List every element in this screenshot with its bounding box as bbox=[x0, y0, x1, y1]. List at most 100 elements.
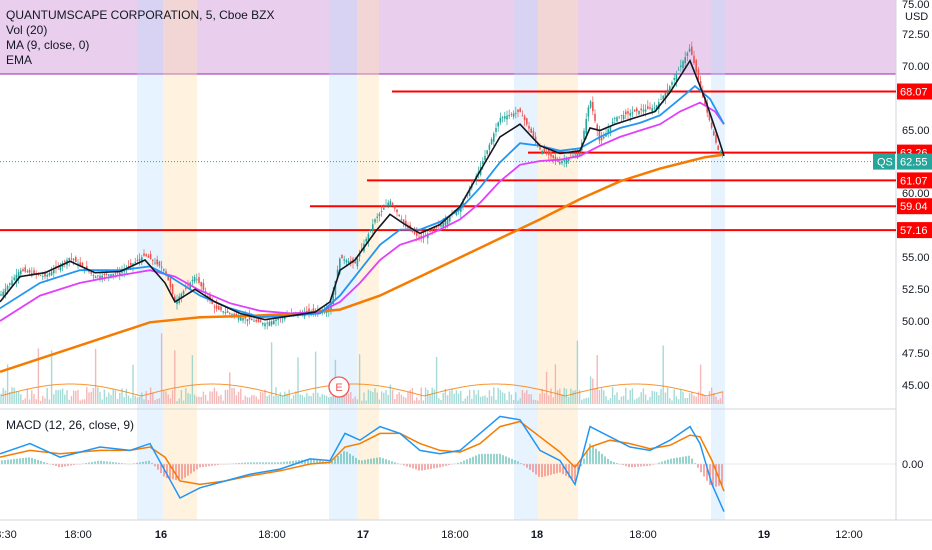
volume-bar bbox=[374, 388, 376, 404]
level-price-tag-label: 57.16 bbox=[900, 225, 928, 237]
macd-histogram-bar bbox=[151, 462, 153, 464]
volume-bar bbox=[339, 391, 341, 404]
volume-bar bbox=[193, 394, 196, 404]
volume-bar bbox=[284, 391, 286, 404]
indicator-ema[interactable]: EMA bbox=[6, 53, 33, 67]
macd-histogram-bar bbox=[460, 461, 462, 464]
macd-histogram-bar bbox=[514, 460, 516, 464]
macd-histogram-bar bbox=[364, 459, 366, 465]
candle-body bbox=[587, 107, 590, 117]
volume-bar bbox=[22, 399, 24, 404]
candle-body bbox=[257, 317, 260, 322]
macd-histogram-bar bbox=[271, 462, 273, 464]
volume-bar bbox=[418, 400, 420, 404]
macd-histogram-bar bbox=[634, 464, 636, 467]
chart-legend: QUANTUMSCAPE CORPORATION, 5, Cboe BZX Vo… bbox=[6, 8, 275, 68]
volume-bar bbox=[405, 397, 407, 404]
candle-body bbox=[259, 320, 262, 323]
volume-bar bbox=[497, 387, 499, 404]
candle-body bbox=[666, 89, 669, 95]
volume-bar bbox=[655, 391, 658, 404]
volume-bar bbox=[64, 394, 66, 404]
volume-bar bbox=[240, 388, 242, 404]
macd-legend[interactable]: MACD (12, 26, close, 9) bbox=[6, 418, 135, 432]
indicator-volume[interactable]: Vol (20) bbox=[6, 23, 48, 37]
volume-bar bbox=[592, 378, 594, 404]
candle-body bbox=[242, 318, 244, 321]
candle-body bbox=[101, 275, 103, 280]
macd-histogram-bar bbox=[388, 460, 390, 464]
candle-body bbox=[33, 270, 35, 274]
candle-body bbox=[671, 82, 673, 85]
candle-body bbox=[405, 220, 407, 227]
volume-bar bbox=[332, 388, 334, 404]
candle-body bbox=[110, 274, 112, 278]
volume-bar bbox=[363, 392, 365, 404]
candle-body bbox=[699, 81, 702, 89]
volume-bar bbox=[86, 387, 88, 404]
price-axis[interactable]: 75.00 72.50 70.00 65.00 60.00 55.00 52.50 50.00… bbox=[902, 0, 930, 392]
volume-bar bbox=[473, 390, 475, 404]
symbol-title[interactable]: QUANTUMSCAPE CORPORATION, 5, Cboe BZX bbox=[6, 8, 275, 22]
candle-body bbox=[649, 107, 651, 109]
volume-bar bbox=[152, 393, 154, 404]
candle-body bbox=[669, 86, 671, 91]
macd-histogram-bar bbox=[379, 457, 381, 464]
volume-bar bbox=[506, 400, 508, 404]
current-price-tag bbox=[897, 153, 932, 170]
macd-histogram-bar bbox=[52, 464, 54, 465]
candle-body bbox=[697, 69, 700, 80]
volume-bar bbox=[11, 387, 13, 404]
volume-bar bbox=[596, 355, 598, 404]
volume-bar bbox=[231, 388, 233, 404]
volume-bar bbox=[224, 390, 227, 404]
candle-body bbox=[182, 291, 185, 294]
candle-body bbox=[130, 262, 132, 266]
volume-bar bbox=[323, 394, 326, 404]
currency-label: USD bbox=[905, 11, 928, 23]
macd-histogram-bar bbox=[352, 455, 354, 464]
x-tick-label: 18:00 bbox=[258, 529, 286, 541]
candle-body bbox=[108, 274, 110, 276]
macd-histogram-bar bbox=[145, 461, 147, 464]
volume-bar bbox=[308, 395, 310, 404]
candle-body bbox=[715, 135, 717, 143]
y-tick-label: 75.00 bbox=[902, 0, 930, 11]
y-tick-label: 70.00 bbox=[902, 61, 930, 73]
macd-histogram-bar bbox=[376, 457, 378, 464]
indicator-ma[interactable]: MA (9, close, 0) bbox=[6, 38, 90, 52]
volume-bar bbox=[477, 390, 480, 404]
macd-histogram-bar bbox=[523, 464, 525, 466]
candle-body bbox=[174, 296, 176, 302]
volume-bar bbox=[123, 397, 125, 404]
volume-bar bbox=[149, 387, 152, 404]
macd-histogram-bar bbox=[1, 460, 3, 464]
volume-bar bbox=[259, 391, 262, 404]
x-tick-label: 19 bbox=[758, 529, 770, 541]
candle-body bbox=[138, 258, 141, 261]
time-axis[interactable]: 3:30 18:00 16 18:00 17 18:00 18 18:00 19 12:00 bbox=[0, 529, 863, 541]
volume-bar bbox=[20, 394, 22, 404]
candle-body bbox=[693, 55, 695, 64]
macd-histogram-bar bbox=[292, 460, 294, 464]
volume-bar bbox=[616, 392, 618, 404]
x-tick-label: 18:00 bbox=[64, 529, 92, 541]
macd-histogram-bar bbox=[22, 458, 24, 464]
volume-bar bbox=[719, 398, 722, 404]
macd-histogram-bar bbox=[535, 464, 537, 475]
volume-bar bbox=[372, 392, 374, 404]
session-post-3 bbox=[538, 0, 578, 520]
candle-body bbox=[545, 152, 548, 154]
candle-body bbox=[15, 274, 18, 281]
volume-bar bbox=[242, 400, 244, 404]
macd-histogram-bar bbox=[463, 460, 465, 464]
candle-body bbox=[266, 322, 268, 324]
macd-histogram-bar bbox=[577, 464, 579, 474]
candle-body bbox=[17, 272, 20, 278]
y-tick-label: 65.00 bbox=[902, 125, 930, 137]
volume-bar bbox=[400, 394, 403, 404]
volume-bar bbox=[266, 396, 268, 404]
volume-bar bbox=[169, 398, 172, 404]
earnings-marker[interactable]: E bbox=[328, 376, 350, 398]
